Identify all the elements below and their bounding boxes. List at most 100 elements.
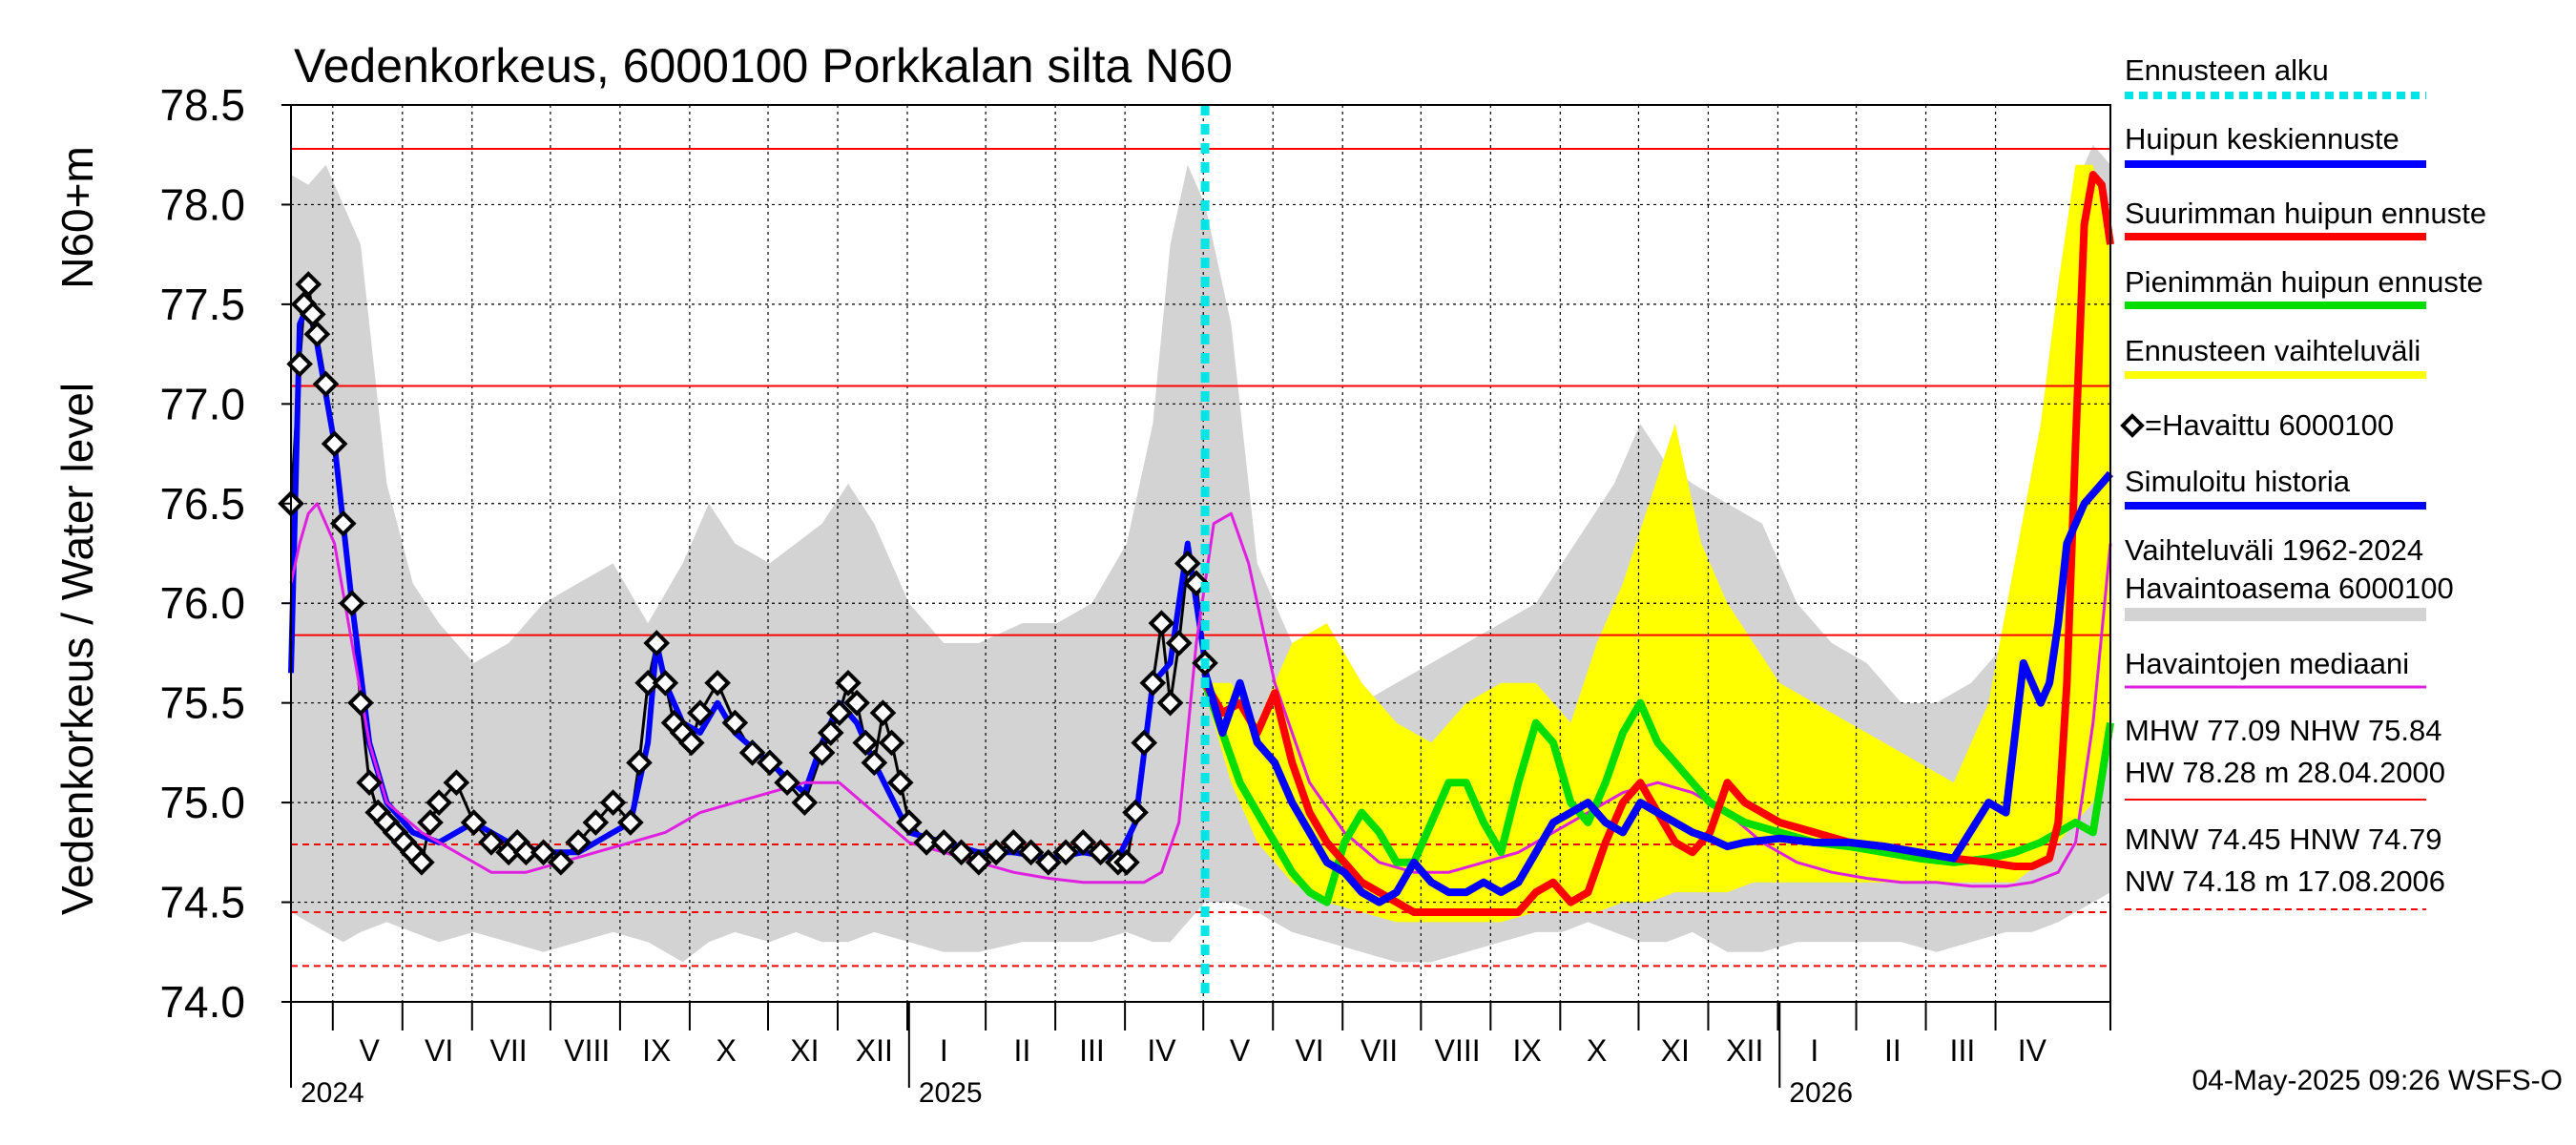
observation-point: [817, 719, 844, 746]
legend-label-ennusteen-alku: Ennusteen alku: [2125, 53, 2329, 87]
x-tick-label: XII: [1726, 1033, 1763, 1068]
observation-point: [774, 769, 800, 797]
x-tick-label: IV: [2018, 1033, 2047, 1068]
series-line-huipun-keskiennuste: [1201, 470, 2114, 906]
observation-point: [1139, 669, 1167, 697]
legend: Ennusteen alku Huipun keskiennuste Suurimm…: [2120, 53, 2486, 689]
plot-frame: [290, 104, 2111, 1003]
observation-point: [299, 301, 326, 328]
observation-point: [704, 669, 731, 697]
x-tick-label: IX: [642, 1033, 671, 1068]
stats-line-1: MHW 77.09 NHW 75.84: [2125, 714, 2442, 747]
x-tick-label: I: [940, 1033, 948, 1068]
x-tick-label: XI: [790, 1033, 819, 1068]
observation-point: [1165, 630, 1193, 656]
observation-point: [896, 809, 923, 836]
observation-point: [1174, 550, 1201, 577]
observation-point: [826, 699, 853, 726]
observation-point: [869, 699, 897, 726]
stats-line-4: NW 74.18 m 17.08.2006: [2125, 864, 2445, 898]
y-tick-label: 76.0: [159, 578, 245, 628]
observation-point: [347, 689, 374, 717]
observation-point: [878, 729, 905, 757]
x-tick-label: VIII: [1435, 1033, 1481, 1068]
observation-point: [1000, 829, 1028, 856]
forecast-range-band: [1205, 164, 2110, 923]
observation-point: [1034, 848, 1062, 876]
observation-point: [599, 789, 627, 816]
x-tick-label: VII: [490, 1033, 528, 1068]
x-tick-label: V: [359, 1033, 380, 1068]
observation-point: [512, 839, 540, 866]
x-tick-label: XI: [1661, 1033, 1690, 1068]
observation-point: [757, 749, 783, 777]
observation-point: [565, 829, 592, 856]
observation-point: [852, 729, 880, 757]
observation-point: [886, 769, 914, 797]
y-tick-label: 77.5: [159, 280, 245, 329]
observation-point: [1113, 848, 1140, 876]
observation-point: [321, 430, 348, 457]
x-tick-label: X: [717, 1033, 737, 1068]
observation-point: [426, 789, 452, 816]
observation-point: [843, 689, 870, 717]
observation-point: [286, 350, 313, 378]
observation-point: [677, 729, 705, 757]
y-tick-label: 76.5: [159, 479, 245, 529]
observation-point: [634, 669, 661, 697]
x-tick-label: II: [1884, 1033, 1901, 1068]
observation-point: [312, 370, 340, 398]
legend-label-huipun-keskiennuste: Huipun keskiennuste: [2125, 122, 2399, 156]
legend-label-suurimman-huipun-ennuste: Suurimman huipun ennuste: [2125, 197, 2486, 230]
legend-label-ennusteen-vaihteluv-li: Ennusteen vaihteluväli: [2125, 334, 2420, 367]
forecast-range-area: [1205, 164, 2110, 923]
year-label: 2026: [1789, 1077, 1853, 1109]
footer-timestamp: 04-May-2025 09:26 WSFS-O: [2192, 1065, 2564, 1096]
y-tick-label: 78.0: [159, 179, 245, 229]
y-axis-ticks: 74.0 74.5 75.0 75.5 76.0 76.5 77.0 77.5 78.0 78.5: [159, 80, 291, 1027]
y-tick-label: 74.5: [159, 878, 245, 927]
legend-label-havaittu-6000100: =Havaittu 6000100: [2145, 408, 2394, 442]
x-tick-label: VII: [1361, 1033, 1398, 1068]
observation-point: [930, 829, 958, 856]
x-tick-label: X: [1587, 1033, 1607, 1068]
legend-label-havaintoasema-6000100: Havaintoasema 6000100: [2125, 572, 2454, 605]
observation-point: [1070, 829, 1097, 856]
x-tick-label: I: [1810, 1033, 1818, 1068]
observation-point: [1122, 799, 1149, 826]
observation-point: [460, 809, 488, 836]
x-axis-ticks: V VI VII VIII IX X XI XII I II III IV V VI VII VIII IX X X…: [290, 1002, 2111, 1109]
observation-point: [548, 848, 574, 876]
year-label: 2025: [919, 1077, 983, 1109]
observation-markers: [278, 271, 1218, 876]
observation-point: [643, 630, 671, 656]
x-tick-label: XII: [856, 1033, 893, 1068]
legend-swatch-havaittu-6000100: [2120, 413, 2145, 438]
chart-title: Vedenkorkeus, 6000100 Porkkalan silta N6…: [294, 39, 1233, 93]
observation-point: [417, 809, 444, 836]
x-tick-label: VI: [1295, 1033, 1323, 1068]
y-tick-label: 77.0: [159, 379, 245, 428]
observation-point: [1017, 839, 1045, 866]
observation-point: [626, 749, 653, 777]
observation-point: [835, 669, 862, 697]
series-line-suurimman-huipun-ennuste: [1201, 171, 2114, 916]
observation-point: [687, 699, 714, 726]
observation-point: [582, 809, 610, 836]
y-tick-label: 75.5: [159, 678, 245, 728]
observation-point: [1087, 839, 1114, 866]
observation-point: [1052, 839, 1079, 866]
observation-point: [791, 789, 819, 816]
x-tick-label: V: [1230, 1033, 1251, 1068]
observation-point: [861, 749, 888, 777]
x-tick-label: IX: [1513, 1033, 1542, 1068]
series-line-havaintojen-mediaani: [289, 502, 2112, 888]
observation-point: [408, 848, 435, 876]
x-tick-label: VIII: [564, 1033, 610, 1068]
legend-label-havaintojen-mediaani: Havaintojen mediaani: [2125, 647, 2409, 680]
observation-point: [617, 809, 644, 836]
x-tick-label: II: [1014, 1033, 1031, 1068]
observation-point: [530, 839, 557, 866]
x-tick-label: VI: [425, 1033, 453, 1068]
